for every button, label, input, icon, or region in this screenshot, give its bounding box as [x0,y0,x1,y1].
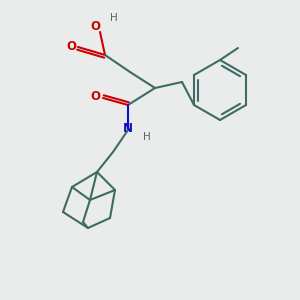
Text: H: H [110,13,118,23]
Text: N: N [123,122,133,136]
Text: O: O [90,20,100,34]
Text: O: O [90,91,100,103]
Text: O: O [66,40,76,53]
Text: H: H [143,132,151,142]
